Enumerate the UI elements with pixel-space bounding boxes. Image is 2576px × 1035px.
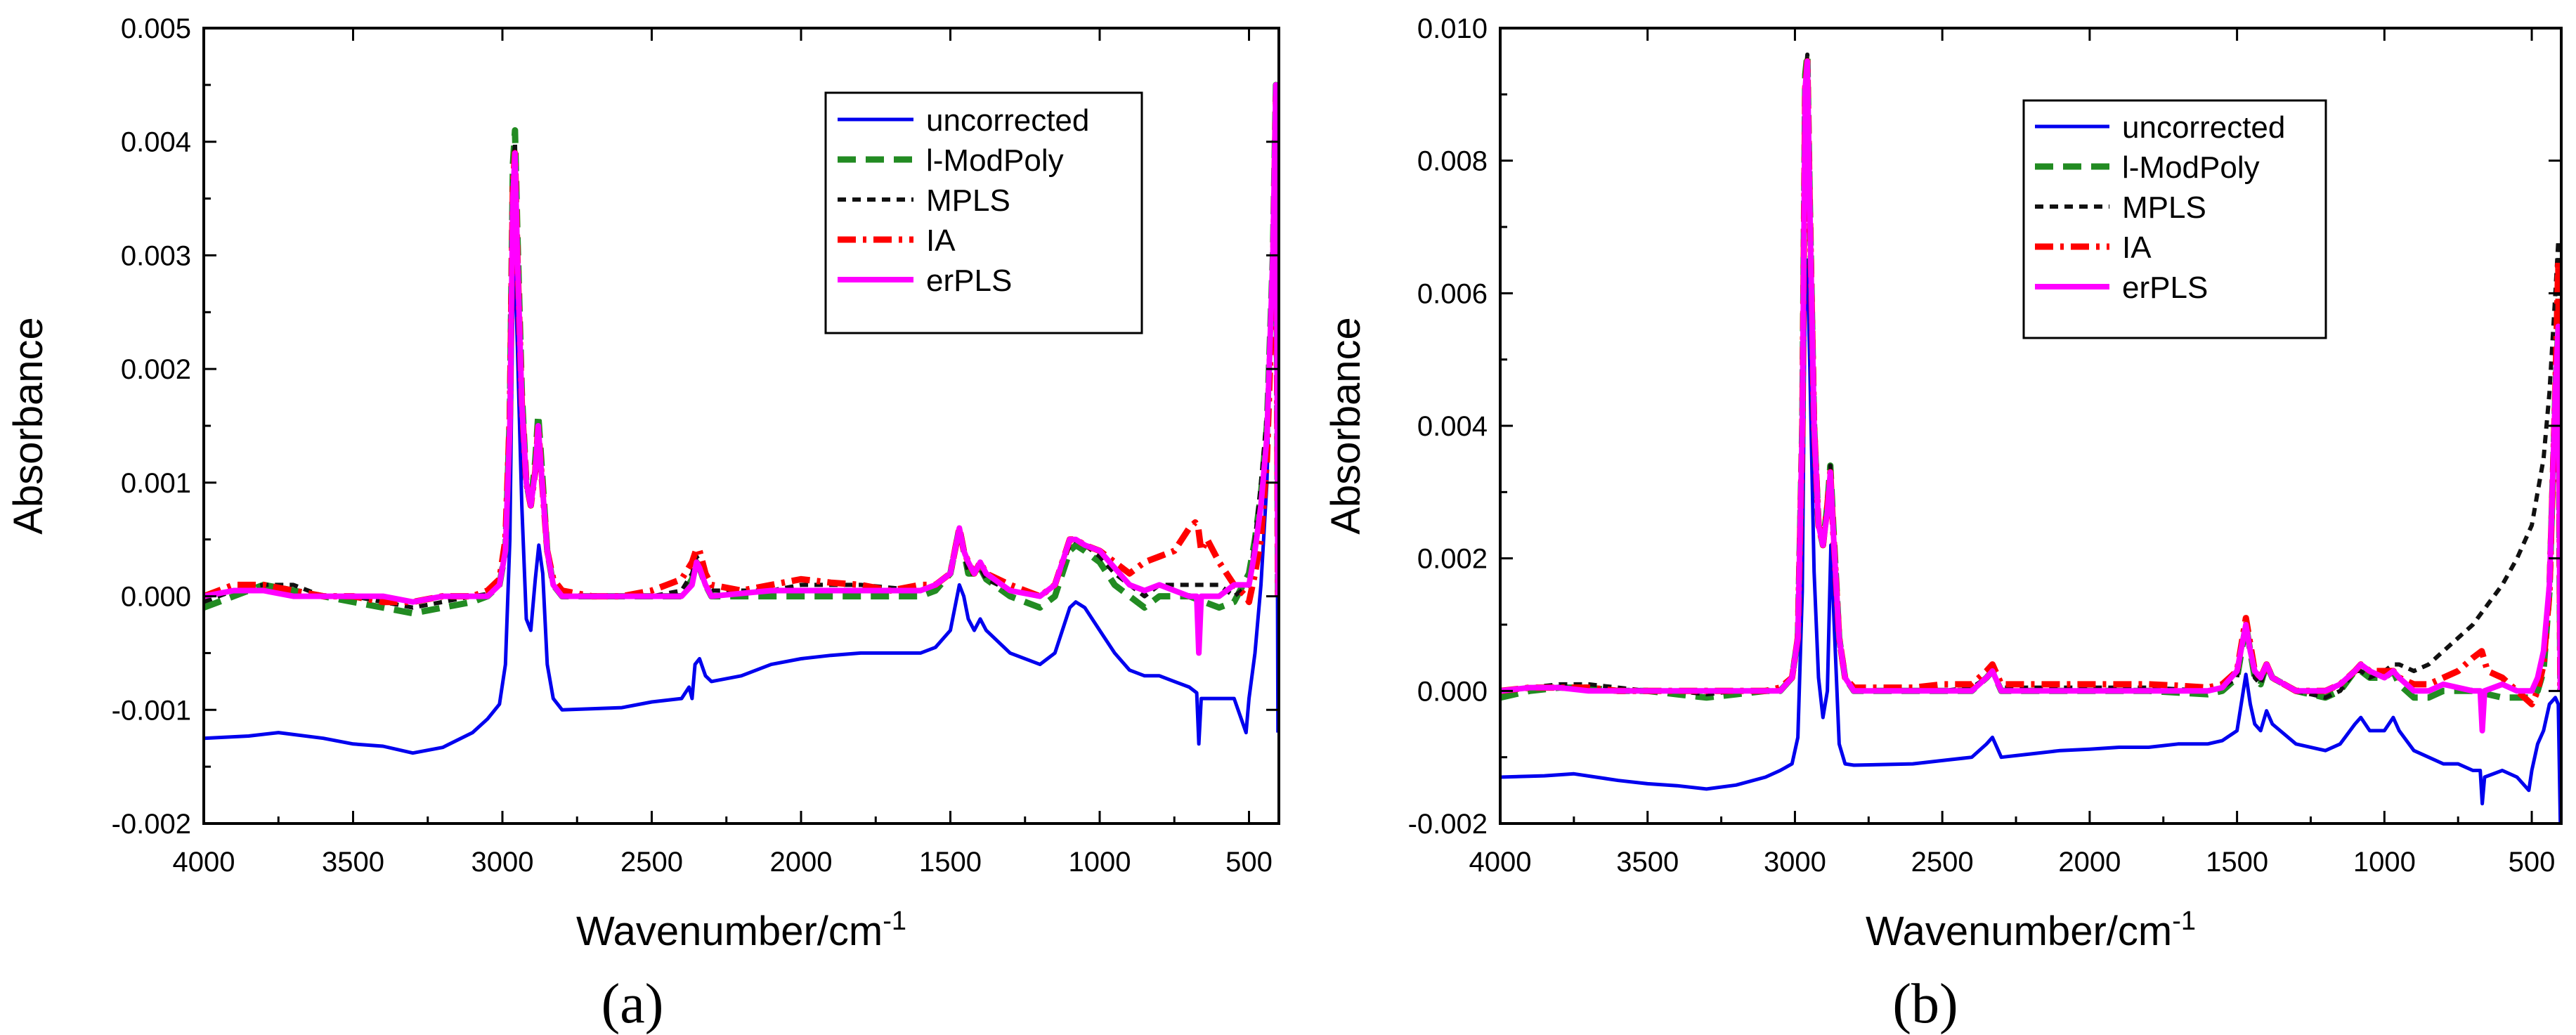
- x-ticks-a: 4000 3500 3000 2500 2000 1500 1000 500: [173, 28, 1273, 878]
- plot-area-b: 4000 3500 3000 2500 2000 1500 1000 500 -0.002 0.…: [1408, 13, 2563, 878]
- x-tick-label: 3000: [471, 847, 534, 878]
- x-tick-label: 3000: [1764, 847, 1826, 878]
- y-tick-label: 0.001: [121, 468, 191, 499]
- x-tick-label: 500: [2509, 847, 2556, 878]
- series-line-erpls-a: [204, 82, 1279, 656]
- y-tick-label: -0.002: [1408, 809, 1488, 840]
- y-tick-label: 0.006: [1417, 278, 1488, 309]
- x-tick-label: 4000: [1469, 847, 1532, 878]
- chart-panel-a: 4000 3500 3000 2500 2000 1500 1000 500 -0.002-0…: [6, 13, 1280, 1035]
- x-tick-label: 2000: [770, 847, 833, 878]
- panel-label-a: (a): [601, 973, 664, 1035]
- x-tick-label: 3500: [322, 847, 384, 878]
- y-tick-label: 0.002: [121, 354, 191, 385]
- series-group-a: [204, 82, 1279, 755]
- legend-items-b: uncorrected l-ModPoly MPLS IA erPLS: [2035, 110, 2285, 305]
- x-tick-label: 500: [1225, 847, 1273, 878]
- series-line-ia-a: [204, 93, 1279, 606]
- legend-label-erpls: erPLS: [926, 263, 1012, 298]
- y-tick-label: -0.002: [112, 809, 191, 840]
- y-tick-label: 0.002: [1417, 544, 1488, 575]
- series-line-mpls-a: [204, 82, 1279, 610]
- x-tick-label: 1500: [919, 847, 982, 878]
- y-tick-label: 0.003: [121, 240, 191, 271]
- y-ticks-a: -0.002 -0.001 0.000 0.001 0.002 0.003 0.004 0.0…: [112, 13, 1279, 840]
- x-axis-label-b: Wavenumber/cm-1: [1866, 906, 2196, 954]
- x-tick-label: 1500: [2206, 847, 2268, 878]
- y-tick-label: 0.010: [1417, 13, 1488, 44]
- y-tick-label: 0.000: [121, 582, 191, 613]
- x-tick-label: 3500: [1616, 847, 1679, 878]
- legend-label-l-modpoly: l-ModPoly: [926, 143, 1064, 178]
- legend-label-l-modpoly: l-ModPoly: [2122, 150, 2260, 185]
- x-ticks-b: 4000 3500 3000 2500 2000 1500 1000 500: [1469, 28, 2556, 878]
- y-tick-label: -0.001: [112, 695, 191, 726]
- legend-box-b: [2022, 99, 2327, 339]
- x-tick-label: 2000: [2058, 847, 2121, 878]
- y-axis-label-b: Absorbance: [1323, 317, 1369, 535]
- chart-panel-b: 4000 3500 3000 2500 2000 1500 1000 500 -0.002 0.…: [1323, 13, 2563, 1035]
- y-tick-label: 0.005: [121, 13, 191, 44]
- panel-label-b: (b): [1892, 973, 1958, 1035]
- x-tick-label: 1000: [2353, 847, 2416, 878]
- legend-label-ia: IA: [2122, 230, 2152, 265]
- y-ticks-b: -0.002 0.000 0.002 0.004 0.006 0.008 0.010: [1408, 13, 2561, 840]
- legend-label-erpls: erPLS: [2122, 271, 2208, 305]
- legend-label-mpls: MPLS: [926, 183, 1010, 218]
- legend-label-mpls: MPLS: [2122, 190, 2206, 225]
- x-tick-label: 2500: [620, 847, 683, 878]
- y-tick-label: 0.008: [1417, 146, 1488, 177]
- legend-b: uncorrected l-ModPoly MPLS IA erPLS: [2022, 99, 2327, 339]
- series-line-erpls-b: [1500, 58, 2561, 734]
- legend-items-a: uncorrected l-ModPoly MPLS IA erPLS: [838, 103, 1089, 298]
- x-tick-label: 1000: [1069, 847, 1131, 878]
- y-tick-label: 0.004: [121, 127, 191, 158]
- legend-a: uncorrected l-ModPoly MPLS IA erPLS: [824, 91, 1143, 334]
- legend-label-ia: IA: [926, 223, 956, 258]
- plot-area-a: 4000 3500 3000 2500 2000 1500 1000 500 -0.002-0…: [112, 13, 1280, 878]
- legend-label-uncorrected: uncorrected: [926, 103, 1089, 138]
- x-axis-label-superscript-a: -1: [883, 906, 906, 936]
- x-tick-label: 2500: [1911, 847, 1974, 878]
- legend-label-uncorrected: uncorrected: [2122, 110, 2285, 145]
- x-axis-label-a: Wavenumber/cm-1: [576, 906, 906, 954]
- x-tick-label: 4000: [173, 847, 235, 878]
- y-tick-label: 0.000: [1417, 676, 1488, 707]
- y-tick-label: 0.004: [1417, 411, 1488, 442]
- y-axis-label-a: Absorbance: [6, 317, 51, 535]
- legend-box-a: [824, 91, 1143, 334]
- series-group-b: [1500, 51, 2561, 824]
- x-axis-label-superscript-b: -1: [2172, 906, 2196, 936]
